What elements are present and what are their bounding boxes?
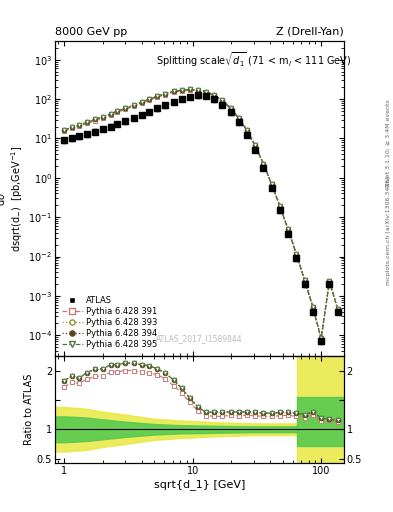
- Text: Z (Drell-Yan): Z (Drell-Yan): [276, 27, 344, 37]
- Y-axis label: d$\sigma$
dsqrt(d$_{-}$)  [pb,GeV$^{-1}$]: d$\sigma$ dsqrt(d$_{-}$) [pb,GeV$^{-1}$]: [0, 145, 25, 251]
- Text: 8000 GeV pp: 8000 GeV pp: [55, 27, 127, 37]
- X-axis label: sqrt{d_1} [GeV]: sqrt{d_1} [GeV]: [154, 479, 245, 490]
- Text: Splitting scale$\sqrt{d_1}$ (71 < m$_l$ < 111 GeV): Splitting scale$\sqrt{d_1}$ (71 < m$_l$ …: [156, 50, 352, 69]
- Legend: ATLAS, Pythia 6.428 391, Pythia 6.428 393, Pythia 6.428 394, Pythia 6.428 395: ATLAS, Pythia 6.428 391, Pythia 6.428 39…: [59, 293, 160, 352]
- Text: Rivet 3.1.10; ≥ 3.4M events: Rivet 3.1.10; ≥ 3.4M events: [386, 99, 391, 187]
- Text: ATLAS_2017_I1589844: ATLAS_2017_I1589844: [156, 334, 243, 343]
- Text: mcplots.cern.ch [arXiv:1306.3436]: mcplots.cern.ch [arXiv:1306.3436]: [386, 176, 391, 285]
- Y-axis label: Ratio to ATLAS: Ratio to ATLAS: [24, 374, 34, 445]
